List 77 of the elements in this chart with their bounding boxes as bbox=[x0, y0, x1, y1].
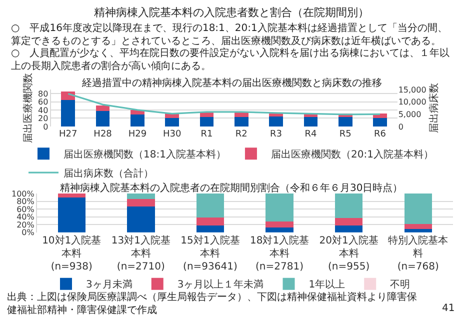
bar bbox=[266, 194, 294, 222]
bar bbox=[373, 118, 387, 126]
source-note: 出典：上図は保険局医療課調べ（厚生局報告データ）、下図は精神保健福祉資料より障害保健福祉部精神・障害保健課で作成 bbox=[7, 291, 417, 316]
y-tick-label: 60 bbox=[38, 98, 48, 107]
bar bbox=[334, 194, 363, 218]
bar bbox=[130, 114, 144, 126]
bar bbox=[234, 117, 248, 126]
bar bbox=[266, 228, 294, 232]
legend-label: 3ヶ月以上１年未満 bbox=[177, 278, 264, 291]
y-tick-label: 0 bbox=[43, 122, 48, 132]
x-tick-label: H28 bbox=[94, 129, 112, 140]
bar bbox=[165, 118, 180, 126]
bar bbox=[127, 206, 155, 232]
text: ○ 平成16年度改定以降現在まで、現行の18:1、20:1入院基本料は経過措置として「当分の間、算定できるものとする」とされているところ、届出医療機関数及び病床数は近年横ばいである。 bbox=[11, 22, 448, 47]
x-tick-label: R4 bbox=[304, 129, 317, 140]
bar bbox=[404, 194, 432, 224]
y-tick-label: 80% bbox=[16, 197, 35, 206]
bar bbox=[96, 110, 110, 126]
bar bbox=[404, 224, 432, 229]
legend-label: 届出医療機関数（18:1入院基本料） bbox=[64, 148, 226, 160]
x-tick-label: R6 bbox=[374, 129, 386, 140]
y2-tick-label: 15,000 bbox=[398, 85, 426, 94]
x-tick-label: 15対1入院基本料 (n=93641) bbox=[180, 234, 240, 272]
bar bbox=[196, 218, 224, 226]
bar bbox=[334, 218, 363, 226]
x-tick-label: R2 bbox=[235, 129, 248, 140]
chart-title: 経過措置中の精神病棟入院基本料の届出医療機関数と病床数の推移 bbox=[81, 77, 382, 89]
bar bbox=[96, 106, 110, 111]
bar bbox=[269, 116, 283, 126]
x-tick-label: R5 bbox=[339, 129, 352, 140]
x-tick-label: R1 bbox=[200, 129, 213, 140]
bar bbox=[338, 117, 352, 126]
y2-tick-label: 0 bbox=[398, 122, 404, 132]
bar bbox=[127, 194, 155, 199]
text: ○ 人員配置が少なく、平均在院日数の要件設定がない入院料を届け出る病棟においては、１年以上の長期入院患者の割合が高い傾向にある。 bbox=[11, 47, 450, 72]
x-tick-label: 10対1入院基本料 (n=938) bbox=[42, 234, 102, 272]
bar bbox=[196, 225, 224, 232]
y2-tick-label: 10,000 bbox=[398, 98, 426, 107]
legend-label: 不明 bbox=[390, 280, 410, 291]
y-tick-label: 0% bbox=[22, 228, 35, 238]
y-tick-label: 20% bbox=[16, 220, 35, 230]
x-tick-label: R3 bbox=[270, 129, 282, 140]
legend-label: 届出医療機関数（20:1入院基本料） bbox=[270, 148, 434, 160]
y-tick-label: 40 bbox=[38, 106, 48, 115]
y2-axis-title: 届出病床数 bbox=[428, 82, 440, 133]
legend-label: 1年以上 bbox=[308, 278, 346, 291]
bar bbox=[304, 117, 318, 126]
bar bbox=[334, 225, 363, 232]
y-tick-label: 80 bbox=[38, 89, 48, 98]
y-axis-title: 届出医療機関数 bbox=[22, 72, 34, 143]
y2-tick-label: 5,000 bbox=[398, 110, 422, 119]
bar bbox=[127, 198, 155, 206]
chart-title: 精神病棟入院基本料の入院患者の在院期間別割合（令和６年６月30日時点） bbox=[60, 182, 403, 194]
x-tick-label: H27 bbox=[59, 129, 78, 140]
y-tick-label: 40% bbox=[16, 212, 35, 222]
y-tick-label: 60% bbox=[16, 204, 35, 214]
legend-label: 3ヶ月未満 bbox=[86, 278, 132, 291]
text: 41 bbox=[442, 303, 455, 314]
bar bbox=[196, 194, 224, 218]
line-series bbox=[67, 92, 381, 116]
x-tick-label: H30 bbox=[162, 129, 182, 140]
x-tick-label: 特別入院基本料 (n=768) bbox=[388, 234, 448, 272]
bar bbox=[58, 197, 86, 232]
bar bbox=[200, 112, 214, 118]
text: 精神病棟入院基本料の入院患者数と割合（在院期間別） bbox=[94, 6, 369, 19]
x-tick-label: 20対1入院基本料 (n=955) bbox=[319, 234, 378, 272]
x-tick-label: 13対1入院基本料 (n=2710) bbox=[111, 234, 170, 272]
x-tick-label: 18対1入院基本料 (n=2781) bbox=[250, 234, 310, 272]
x-tick-label: H29 bbox=[128, 129, 147, 140]
legend-label: 届出病床数（合計） bbox=[64, 167, 154, 180]
y-tick-label: 100% bbox=[11, 189, 35, 198]
bar bbox=[266, 222, 294, 228]
y-tick-label: 20 bbox=[38, 114, 48, 124]
bar bbox=[200, 117, 214, 126]
bar bbox=[61, 92, 76, 100]
bar bbox=[61, 100, 76, 126]
bar bbox=[58, 194, 86, 198]
